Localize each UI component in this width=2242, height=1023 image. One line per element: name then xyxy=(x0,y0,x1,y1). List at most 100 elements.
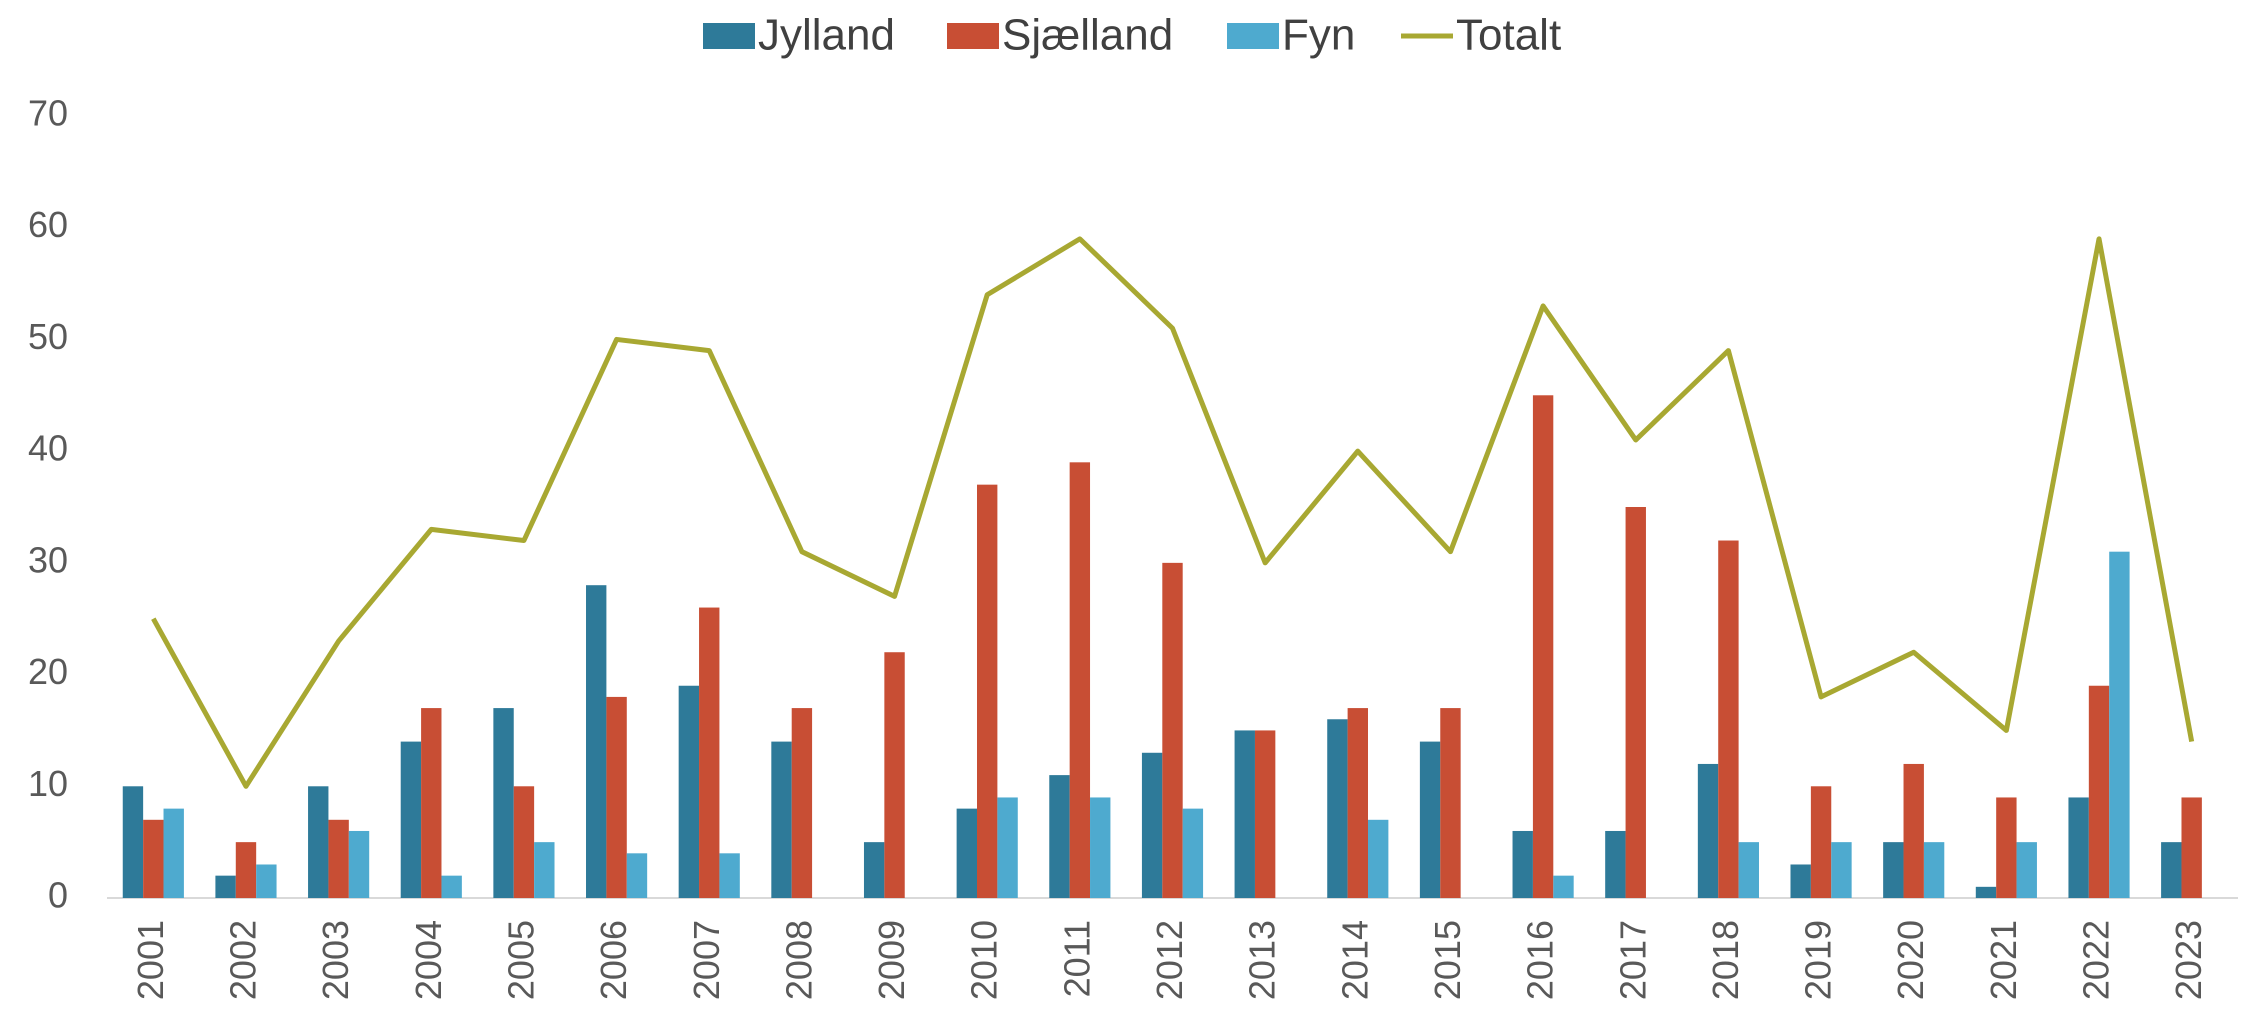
y-tick-label: 60 xyxy=(28,204,68,245)
bar xyxy=(1605,830,1626,898)
x-tick-label: 2001 xyxy=(130,920,171,1000)
x-tick-label: 2006 xyxy=(593,920,634,1000)
x-tick-label: 2007 xyxy=(686,920,727,1000)
legend-swatch xyxy=(1227,23,1279,49)
bar xyxy=(1512,830,1533,898)
bar xyxy=(1996,797,2017,898)
y-tick-label: 40 xyxy=(28,428,68,469)
bar xyxy=(2181,797,2202,898)
legend-label: Jylland xyxy=(758,11,895,60)
bar xyxy=(1327,719,1348,898)
bar xyxy=(1923,842,1945,898)
bar xyxy=(400,741,422,898)
y-tick-label: 50 xyxy=(28,316,68,357)
x-tick-label: 2010 xyxy=(964,920,1005,1000)
bar xyxy=(699,607,720,898)
bar xyxy=(2161,842,2182,898)
bar xyxy=(1831,842,1852,898)
bar xyxy=(1367,819,1389,898)
bar xyxy=(122,786,144,898)
x-tick-label: 2003 xyxy=(315,920,356,1000)
bar xyxy=(1697,763,1719,898)
bar xyxy=(1903,763,1924,898)
x-tick-label: 2016 xyxy=(1520,920,1561,1000)
legend-label: Sjælland xyxy=(1002,11,1173,60)
x-tick-label: 2009 xyxy=(871,920,912,1000)
bar xyxy=(1718,540,1739,898)
bar xyxy=(977,484,998,898)
bar xyxy=(678,685,700,898)
bar xyxy=(606,696,627,898)
x-tick-label: 2018 xyxy=(1705,920,1746,1000)
bar xyxy=(1532,395,1554,898)
legend-label: Totalt xyxy=(1456,11,1561,60)
bar xyxy=(328,819,349,898)
bar xyxy=(1419,741,1441,898)
legend-label: Fyn xyxy=(1282,11,1355,60)
bar xyxy=(348,830,370,898)
x-tick-label: 2008 xyxy=(778,920,819,1000)
y-tick-label: 0 xyxy=(48,875,68,916)
y-tick-label: 70 xyxy=(28,93,68,134)
bar xyxy=(2016,842,2037,898)
bar xyxy=(308,786,329,898)
bar xyxy=(1883,842,1904,898)
bar xyxy=(2088,685,2110,898)
x-tick-label: 2004 xyxy=(408,920,449,1000)
bar xyxy=(1347,708,1368,898)
x-tick-label: 2013 xyxy=(1242,920,1283,1000)
bar xyxy=(884,652,905,898)
bar xyxy=(1141,752,1163,898)
y-tick-label: 20 xyxy=(28,651,68,692)
bar xyxy=(719,853,740,898)
x-tick-label: 2002 xyxy=(222,920,263,1000)
bar xyxy=(441,875,462,898)
x-tick-label: 2019 xyxy=(1798,920,1839,1000)
bar xyxy=(771,741,792,898)
bar xyxy=(1162,562,1183,898)
bar xyxy=(1182,808,1204,898)
bar xyxy=(513,786,535,898)
bar xyxy=(586,585,607,898)
legend-swatch xyxy=(703,23,755,49)
bar xyxy=(1069,462,1091,898)
bar xyxy=(956,808,978,898)
bar xyxy=(791,708,813,898)
x-tick-label: 2023 xyxy=(2168,920,2209,1000)
x-tick-label: 2017 xyxy=(1612,920,1653,1000)
bar xyxy=(215,875,236,898)
bar xyxy=(493,708,514,898)
bar xyxy=(1975,886,1997,898)
bar xyxy=(997,797,1018,898)
x-tick-label: 2012 xyxy=(1149,920,1190,1000)
bar xyxy=(256,864,277,898)
x-tick-label: 2021 xyxy=(1983,920,2024,1000)
bar xyxy=(143,819,164,898)
bar xyxy=(1440,708,1461,898)
bar xyxy=(2068,797,2089,898)
bar xyxy=(1234,730,1255,898)
x-tick-label: 2015 xyxy=(1427,920,1468,1000)
bar xyxy=(163,808,184,898)
y-tick-label: 30 xyxy=(28,539,68,580)
bar xyxy=(235,842,257,898)
legend-swatch xyxy=(947,23,999,49)
bar xyxy=(1625,507,1646,898)
bar xyxy=(1090,797,1111,898)
bar xyxy=(626,853,648,898)
bar xyxy=(1790,864,1811,898)
bar xyxy=(863,842,885,898)
line-series xyxy=(151,236,2195,789)
bar xyxy=(1049,775,1070,898)
bar xyxy=(421,708,442,898)
x-tick-label: 2011 xyxy=(1056,920,1097,997)
bar xyxy=(2109,551,2130,898)
x-tick-label: 2022 xyxy=(2076,920,2117,1000)
bar xyxy=(1254,730,1276,898)
bar xyxy=(1810,786,1832,898)
bar xyxy=(534,842,555,898)
bar xyxy=(1553,875,1574,898)
x-tick-label: 2020 xyxy=(1890,920,1931,1000)
x-tick-label: 2014 xyxy=(1334,920,1375,1000)
